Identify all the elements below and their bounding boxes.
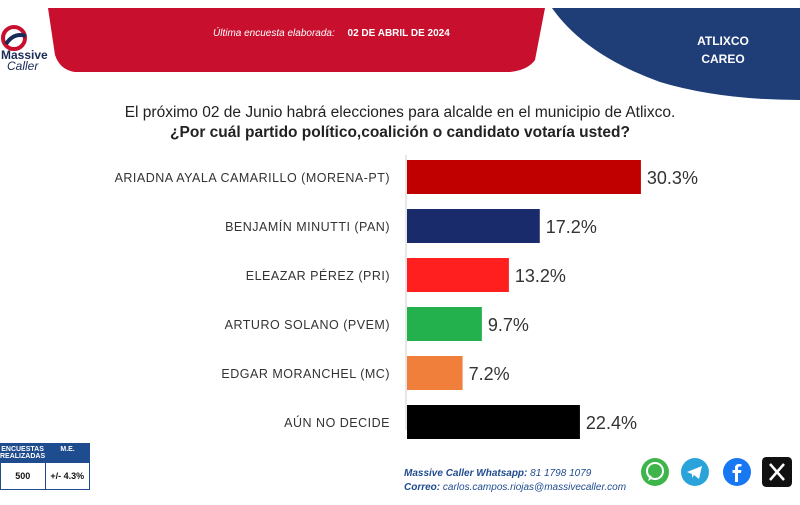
data-label: 13.2%	[515, 266, 566, 286]
category-label: BENJAMÍN MINUTTI (PAN)	[225, 219, 390, 234]
last-survey: Última encuesta elaborada: 02 DE ABRIL D…	[213, 28, 450, 39]
bar	[407, 307, 482, 341]
region-label: ATLIXCO CAREO	[680, 32, 766, 68]
whatsapp-label: Massive Caller Whatsapp:	[404, 468, 528, 479]
facebook-icon[interactable]	[722, 457, 752, 487]
email-label: Correo:	[404, 482, 441, 493]
category-label: AÚN NO DECIDE	[284, 415, 390, 430]
whatsapp-icon[interactable]	[640, 457, 670, 487]
question-block: El próximo 02 de Junio habrá elecciones …	[0, 104, 800, 142]
category-label: ELEAZAR PÉREZ (PRI)	[246, 268, 390, 283]
bar	[407, 258, 509, 292]
data-label: 9.7%	[488, 315, 529, 335]
telegram-icon[interactable]	[680, 457, 710, 487]
bar	[407, 405, 580, 439]
contact-info: Massive Caller Whatsapp: 81 1798 1079 Co…	[404, 467, 626, 495]
category-label: ARIADNA AYALA CAMARILLO (MORENA-PT)	[115, 171, 390, 185]
bar	[407, 160, 641, 194]
brand-top: Massive	[1, 48, 48, 62]
data-label: 30.3%	[647, 168, 698, 188]
region-line1: ATLIXCO	[697, 34, 749, 48]
x-icon[interactable]	[762, 457, 792, 487]
region-line2: CAREO	[701, 52, 745, 66]
last-survey-label: Última encuesta elaborada:	[213, 28, 335, 39]
brand-name: Massive Caller	[1, 48, 48, 73]
bar	[407, 356, 463, 390]
sample-size-value: 500	[1, 463, 46, 489]
margin-error-header: M.E.	[60, 446, 75, 453]
bar	[407, 209, 540, 243]
sample-size-header: ENCUESTAS REALIZADAS	[0, 446, 46, 460]
data-label: 22.4%	[586, 413, 637, 433]
category-label: ARTURO SOLANO (PVEM)	[225, 318, 390, 332]
category-label: EDGAR MORANCHEL (MC)	[221, 367, 390, 381]
brand-bottom: Caller	[7, 59, 39, 73]
data-label: 7.2%	[469, 364, 510, 384]
vote-intention-bar-chart: ARIADNA AYALA CAMARILLO (MORENA-PT) 30.3%…	[115, 155, 698, 439]
data-label: 17.2%	[546, 217, 597, 237]
margin-error-value: +/- 4.3%	[50, 471, 85, 481]
header-banner	[48, 8, 800, 100]
survey-info-box: ENCUESTAS REALIZADAS M.E. 500 +/- 4.3%	[0, 443, 90, 493]
massive-caller-logo-icon	[1, 25, 27, 51]
email-address[interactable]: carlos.campos.riojas@massivecaller.com	[442, 482, 627, 493]
whatsapp-number: 81 1798 1079	[530, 468, 592, 479]
question-line2: ¿Por cuál partido político,coalición o c…	[170, 124, 630, 141]
last-survey-date: 02 DE ABRIL DE 2024	[347, 28, 450, 39]
question-line1: El próximo 02 de Junio habrá elecciones …	[124, 104, 676, 121]
